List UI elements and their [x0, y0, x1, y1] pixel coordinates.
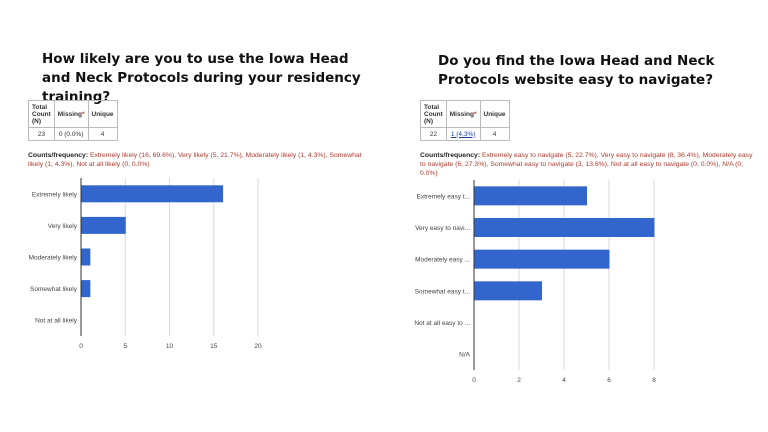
- category-label: Extremely likely: [32, 191, 78, 198]
- question-title: How likely are you to use the Iowa Head …: [42, 51, 361, 105]
- x-tick-label: 20: [254, 343, 262, 350]
- category-label: Extremely easy t...: [417, 193, 471, 200]
- bar: [81, 248, 91, 266]
- total-count-value: 22: [420, 127, 447, 141]
- freq-item: Somewhat likely (1, 4.3%),: [28, 152, 362, 168]
- x-tick-label: 0: [79, 343, 83, 350]
- unique-header: Unique: [479, 100, 510, 128]
- bar: [474, 281, 542, 301]
- freq-item: Very easy to navigate (8, 36.4%),: [600, 152, 701, 159]
- bar: [474, 249, 610, 269]
- x-tick-label: 15: [210, 343, 218, 350]
- freq-item: Moderately easy to navigate (6, 27.3%),: [420, 152, 753, 168]
- category-label: Somewhat easy t...: [415, 288, 470, 295]
- counts-frequency: Counts/frequency: Extremely easy to navi…: [420, 151, 760, 178]
- total-count-header: Total Count (N): [28, 100, 55, 128]
- stats-table: Total Count (N) Missing* Unique 23 0 (0.…: [28, 100, 118, 141]
- freq-item: Extremely likely (16, 69.6%),: [89, 152, 177, 159]
- missing-header-label: Missing: [449, 110, 474, 118]
- unique-value: 4: [479, 127, 510, 141]
- right-question-panel: Do you find the Iowa Head and Neck Proto…: [384, 0, 768, 432]
- missing-value[interactable]: 1 (4.3%): [445, 127, 481, 141]
- counts-frequency-label: Counts/frequency:: [420, 152, 481, 159]
- x-tick-label: 5: [123, 343, 127, 350]
- missing-link[interactable]: 1 (4.3%): [450, 130, 476, 138]
- x-tick-label: 4: [562, 377, 566, 384]
- category-label: Not at all easy to ...: [414, 320, 470, 327]
- freq-item: N/A (0, 0.0%): [420, 161, 744, 177]
- stats-table: Total Count (N) Missing* Unique 22 1 (4.…: [420, 100, 510, 141]
- total-count-value: 23: [28, 127, 55, 141]
- unique-header: Unique: [87, 100, 118, 128]
- category-label: Moderately likely: [29, 255, 78, 262]
- required-asterisk: *: [81, 110, 85, 118]
- freq-item: Very likely (5, 21.7%),: [177, 152, 244, 159]
- counts-frequency-label: Counts/frequency:: [28, 152, 89, 159]
- bar: [474, 218, 655, 237]
- x-tick-label: 10: [166, 343, 174, 350]
- question-title: Do you find the Iowa Head and Neck Proto…: [438, 53, 715, 88]
- freq-item: Extremely easy to navigate (5, 22.7%),: [481, 152, 599, 159]
- missing-header: Missing*: [53, 100, 89, 128]
- freq-item: Not at all likely (0, 0.0%): [76, 161, 150, 168]
- x-tick-label: 6: [607, 377, 611, 384]
- required-asterisk: *: [473, 110, 477, 118]
- freq-item: Not at all easy to navigate (0, 0.0%),: [610, 161, 721, 168]
- left-question-panel: How likely are you to use the Iowa Head …: [28, 51, 373, 350]
- missing-value: 0 (0.0%): [53, 127, 89, 141]
- x-tick-label: 8: [652, 377, 656, 384]
- unique-value: 4: [87, 127, 118, 141]
- category-label: Not at all likely: [35, 318, 78, 325]
- bar: [81, 216, 126, 234]
- counts-frequency: Counts/frequency: Extremely likely (16, …: [28, 151, 373, 169]
- x-tick-label: 2: [517, 377, 521, 384]
- bar: [474, 186, 587, 206]
- freq-item: Moderately likely (1, 4.3%),: [245, 152, 328, 159]
- likelihood-bar-chart: 0 5 10 15 20 Extremely likely Very likely Moder…: [29, 178, 262, 350]
- x-tick-label: 0: [472, 377, 476, 384]
- freq-item: Somewhat easy to navigate (3, 13.6%),: [490, 161, 609, 168]
- bar: [81, 280, 91, 298]
- category-label: Very easy to navi...: [415, 225, 470, 232]
- bar: [81, 185, 224, 203]
- total-count-header: Total Count (N): [420, 100, 447, 128]
- category-label: Moderately easy ...: [415, 257, 470, 264]
- category-label: N/A: [459, 352, 471, 359]
- navigation-ease-bar-chart: 0 2 4 6 8 Extremely easy t... Very easy to nav…: [414, 180, 656, 384]
- category-label: Somewhat likely: [30, 286, 78, 293]
- missing-header: Missing*: [445, 100, 481, 128]
- missing-header-label: Missing: [57, 110, 82, 118]
- category-label: Very likely: [48, 223, 78, 230]
